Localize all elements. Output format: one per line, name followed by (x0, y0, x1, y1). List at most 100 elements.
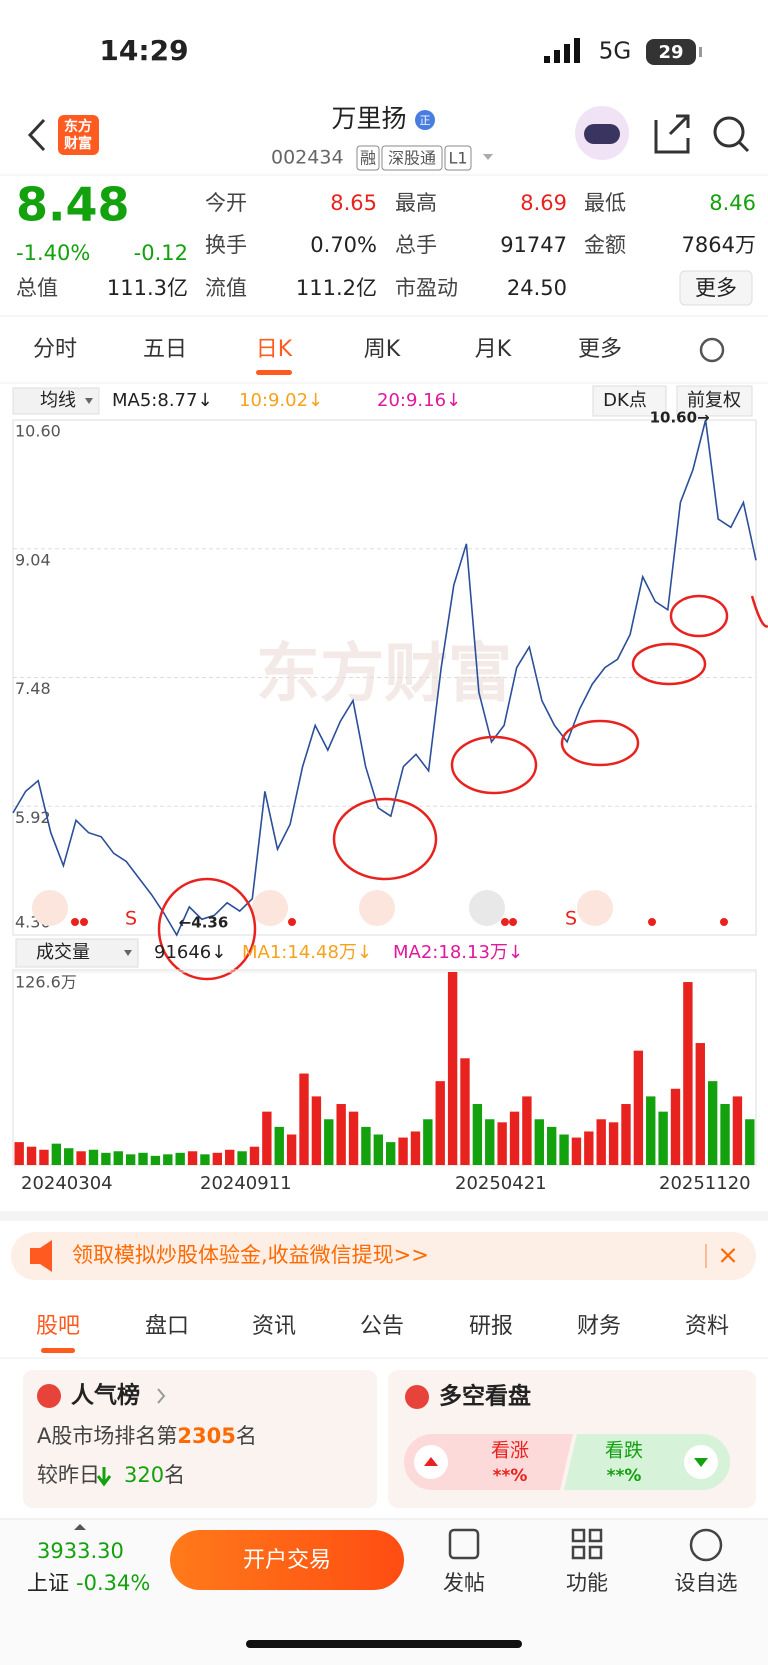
avatar-face (584, 124, 620, 144)
volume-bar (101, 1152, 111, 1165)
volume-bar (386, 1142, 396, 1165)
volume-bar (274, 1126, 284, 1165)
nav-button[interactable] (252, 890, 288, 926)
battery-icon (646, 39, 696, 65)
price: 8.48 (16, 178, 130, 232)
volume-bar (497, 1122, 507, 1165)
x-label: 20250421 (455, 1173, 547, 1194)
sentiment-title: 多空看盘 (439, 1383, 531, 1410)
sub-tab[interactable]: 公告 (360, 1314, 404, 1339)
ma10: 10:9.02↓ (239, 390, 323, 411)
more-button[interactable] (679, 270, 753, 306)
tab[interactable]: 日K (256, 337, 293, 362)
nav-button[interactable] (469, 890, 505, 926)
logo-text: 东方 (64, 118, 92, 135)
field-value: 24.50 (507, 276, 567, 300)
tab[interactable]: 更多 (578, 337, 622, 362)
field-label: 最高 (395, 191, 437, 215)
sub-tab[interactable]: 研报 (469, 1314, 513, 1339)
field-label: 金额 (584, 233, 626, 257)
nav-button[interactable] (577, 890, 613, 926)
volume-bar (658, 1111, 668, 1165)
change: -0.12 (134, 241, 188, 265)
logo-text: 财富 (63, 135, 92, 152)
tab[interactable]: 五日 (143, 337, 187, 362)
up-pill[interactable] (404, 1434, 573, 1490)
tab[interactable]: 月K (475, 337, 512, 362)
sub-tab[interactable]: 资讯 (252, 1314, 296, 1339)
down-pill[interactable] (564, 1434, 730, 1490)
chevron (157, 1388, 166, 1404)
action-label[interactable]: 设自选 (675, 1571, 738, 1595)
nav-button[interactable] (32, 890, 68, 926)
up-value: **% (493, 1466, 528, 1486)
volume-bar (633, 1050, 644, 1165)
volume-selector[interactable] (15, 938, 139, 968)
watch-icon[interactable] (689, 1528, 723, 1562)
volume-bar (707, 1081, 718, 1165)
change-pct: -1.40% (16, 241, 90, 265)
volume-bar (745, 1119, 755, 1165)
volume-bar (534, 1119, 544, 1165)
x-label: 20251120 (659, 1173, 751, 1194)
adjust-label: 前复权 (687, 390, 741, 411)
volume-bar (509, 1111, 520, 1165)
trade-button[interactable] (170, 1530, 404, 1590)
volume-chart: 126.6万 20240304 20240911 20250421 20251120 (13, 971, 756, 1194)
volume-bar (39, 1149, 49, 1165)
share-icon[interactable] (654, 114, 690, 154)
volume-bar (472, 1104, 483, 1165)
ma-selector[interactable] (12, 387, 100, 415)
volume-bar (348, 1111, 359, 1165)
sub-tab[interactable]: 盘口 (145, 1314, 189, 1339)
function-icon[interactable] (571, 1528, 603, 1560)
banner-close[interactable]: × (717, 1241, 739, 1271)
dropdown[interactable] (483, 154, 493, 160)
volume-bar (299, 1073, 309, 1165)
volume-bar (621, 1104, 631, 1165)
back-button[interactable] (27, 118, 46, 152)
x-label: 20240304 (21, 1173, 113, 1194)
volume-bar (76, 1151, 86, 1165)
search-handle (737, 140, 750, 153)
nav-button[interactable] (359, 890, 395, 926)
index-toggle[interactable] (74, 1524, 86, 1530)
search-icon[interactable] (713, 116, 745, 148)
action-label[interactable]: 功能 (566, 1571, 608, 1595)
volume-bar (150, 1155, 161, 1165)
settings-icon[interactable] (699, 337, 725, 363)
sub-tab[interactable]: 财务 (577, 1314, 621, 1339)
volume-bar (26, 1146, 37, 1165)
field-label: 最低 (584, 191, 626, 215)
dk-button[interactable] (592, 385, 667, 417)
volume-bar (249, 1146, 260, 1165)
banner[interactable] (11, 1232, 756, 1280)
tab[interactable]: 周K (364, 337, 401, 362)
volume-bar (311, 1096, 322, 1165)
volume-bar (113, 1151, 123, 1165)
tab[interactable]: 分时 (33, 337, 77, 362)
volume-bar (522, 1096, 532, 1165)
action-label[interactable]: 发帖 (443, 1571, 485, 1595)
sub-tab[interactable]: 股吧 (36, 1314, 80, 1339)
volume-bar (695, 1043, 705, 1165)
field-value: 111.2亿 (296, 276, 377, 300)
trade-label: 开户交易 (243, 1548, 331, 1573)
more-label: 更多 (695, 276, 737, 300)
dots (71, 918, 728, 926)
volume-bar (64, 1148, 74, 1165)
up-label: 看涨 (491, 1440, 529, 1462)
down-label: 看跌 (605, 1440, 643, 1462)
volume-selector-label: 成交量 (36, 942, 90, 963)
volume-bar (286, 1134, 297, 1165)
rank: 2305 (177, 1424, 235, 1448)
sub-tab[interactable]: 资料 (685, 1314, 729, 1339)
volume-bar (720, 1104, 730, 1165)
popularity-card[interactable] (23, 1370, 377, 1508)
post-icon[interactable] (448, 1528, 480, 1560)
y-tick-label: 7.48 (15, 679, 51, 698)
badge-text: 正 (420, 114, 431, 127)
adjust-button[interactable] (676, 385, 753, 417)
tab-underline (256, 370, 292, 375)
